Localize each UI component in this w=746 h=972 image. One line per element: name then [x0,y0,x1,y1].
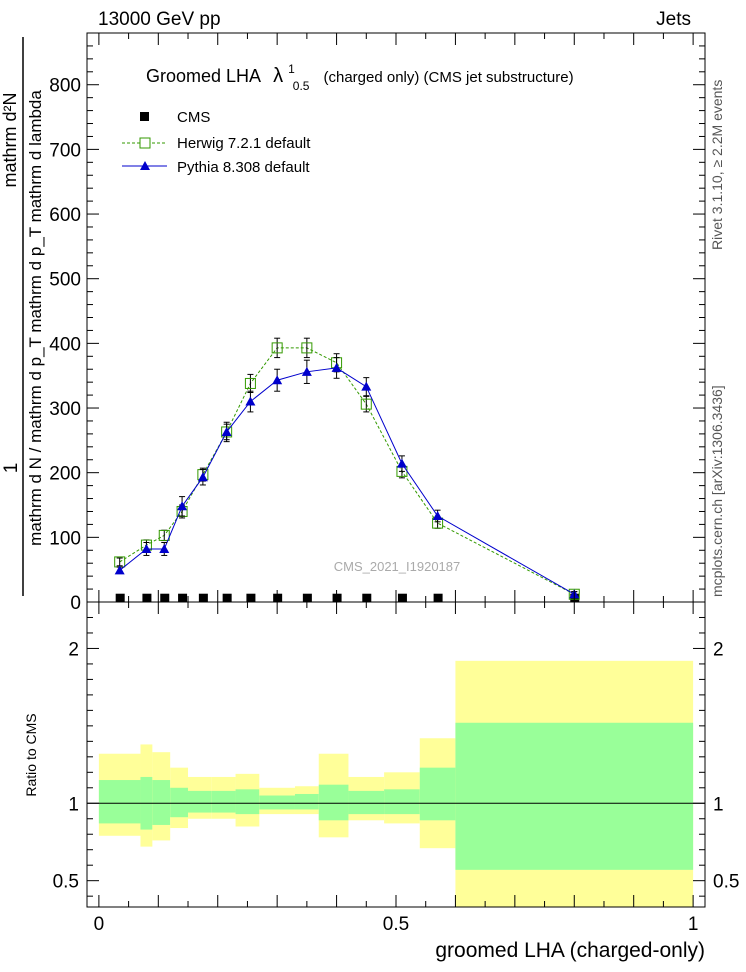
pythia-point [197,472,208,482]
legend-marker-cms [140,112,149,121]
main-panel: 0 100 200 300 400 500 600 700 800 CMS_2021_I1920… [0,32,706,614]
ratio-y-tick-label-right: 2 [713,639,724,660]
y-tick-label: 400 [49,334,81,355]
title-sup: 1 [288,62,295,76]
ratio-inner-band [259,795,295,810]
y-label-top: 1 [1,463,22,474]
ratio-inner-band [211,790,236,813]
ratio-inner-band [152,780,171,825]
pythia-point [177,501,188,511]
y-label-den: mathrm d N / mathrm d p_T mathrm d p_T m… [26,90,45,546]
ratio-y-tick-label: 1 [68,794,79,815]
cms-point [433,593,443,602]
herwig-point [244,377,256,389]
pythia-point [361,381,372,391]
herwig-point [360,398,372,410]
ratio-inner-band [419,767,456,821]
herwig-point [271,342,283,354]
legend-label-herwig: Herwig 7.2.1 default [177,135,311,152]
pythia-point [114,565,125,575]
herwig-point [301,342,313,354]
cms-point [178,593,188,602]
cms-point [246,593,256,602]
x-tick-label: 1 [688,914,699,935]
ratio-inner-band [98,780,141,824]
x-axis-label: groomed LHA (charged-only) [435,939,705,962]
mcplots-label: mcplots.cern.ch [arXiv:1306.3436] [709,385,725,597]
pythia-point [159,543,170,553]
ratio-inner-band [318,784,349,821]
pythia-point [301,366,312,376]
series-line-1 [119,347,575,595]
title-symbol: λ [273,65,283,87]
legend: CMS Herwig 7.2.1 default Pythia 8.308 de… [122,109,311,176]
legend-marker-pythia [140,161,150,170]
header-left-label: 13000 GeV pp [98,9,221,30]
legend-label-cms: CMS [177,109,210,126]
herwig-point [158,529,170,541]
pythia-point [432,511,443,521]
cms-point [222,593,232,602]
y-tick-label: 0 [70,593,81,614]
rivet-label: Rivet 3.1.10, ≥ 2.2M events [709,80,725,250]
ratio-inner-band [384,789,420,815]
ratio-y-label: Ratio to CMS [23,713,39,796]
ratio-y-tick-label: 0.5 [53,872,79,893]
y-tick-label: 600 [49,205,81,226]
watermark: CMS_2021_I1920187 [334,559,461,574]
pythia-point [245,396,256,406]
series-line-2 [119,367,575,595]
pythia-point [272,375,283,385]
pythia-point [331,362,342,372]
ratio-y-tick-label: 2 [68,639,79,660]
cms-point [160,593,170,602]
ratio-y-tick-label-right: 1 [713,794,724,815]
x-tick-label: 0.5 [383,914,409,935]
y-tick-label: 100 [49,528,81,549]
pythia-point [141,543,152,553]
title-sub: 0.5 [293,79,310,93]
title-text: Groomed LHA [146,66,261,86]
y-tick-label: 500 [49,270,81,291]
y-axis-label: 1 mathrm d²N mathrm d N / mathrm d p_T m… [0,37,45,596]
ratio-inner-band [348,790,385,815]
cms-point [397,593,407,602]
y-tick-label: 800 [49,76,81,97]
header-right-label: Jets [656,9,691,30]
cms-point [198,593,208,602]
y-tick-label: 700 [49,140,81,161]
pythia-point [221,426,232,436]
y-tick-label: 200 [49,464,81,485]
pythia-point [396,458,407,468]
y-label-num: mathrm d²N [0,92,20,187]
ratio-inner-band [455,722,694,870]
legend-label-pythia: Pythia 8.308 default [177,159,310,176]
ratio-inner-band [188,790,212,813]
legend-marker-herwig [139,137,151,149]
title-rest: (charged only) (CMS jet substructure) [324,69,574,86]
cms-point [115,593,125,602]
chart-title: Groomed LHA λ 1 0.5 (charged only) (CMS … [146,57,574,94]
ratio-panel: 0.5 0.5 1 1 2 2 0 0.5 1 Ratio to CMS groomed LH… [23,601,739,962]
x-tick-label: 0 [94,914,105,935]
ratio-y-tick-label-right: 0.5 [713,872,739,893]
y-tick-label: 300 [49,399,81,420]
cms-point [142,593,152,602]
ratio-inner-band [170,787,189,818]
ratio-inner-band [235,789,260,815]
ratio-inner-band [294,793,319,810]
